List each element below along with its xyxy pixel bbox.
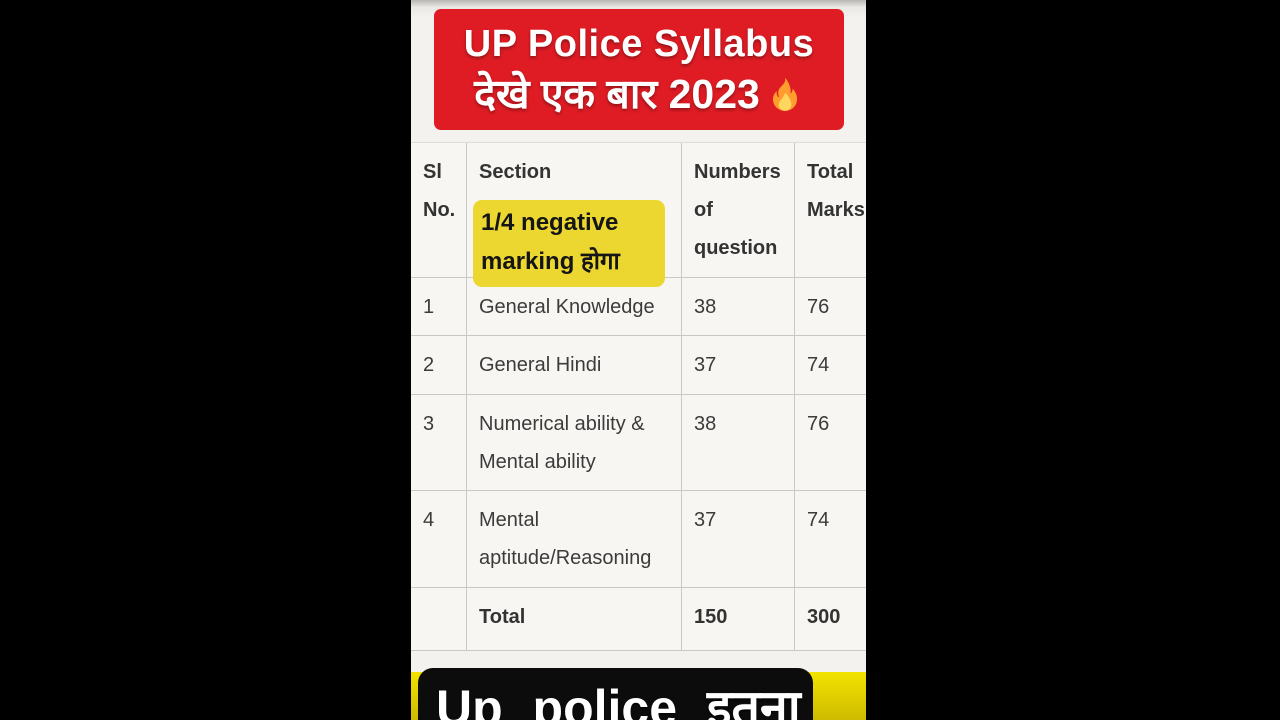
row1-sl: 1 [411, 278, 467, 336]
total-row-marks: 300 [795, 588, 866, 651]
column-header-section: Section 1/4 negative marking होगा [467, 143, 682, 287]
row1-section: General Knowledge [467, 278, 682, 336]
column-header-questions: Numbers of question [682, 143, 795, 278]
row3-section-label: Numerical ability & Mental ability [479, 413, 645, 473]
row2-section-label: General Hindi [479, 354, 602, 376]
row1-section-label: General Knowledge [479, 296, 655, 318]
row4-marks: 74 [795, 491, 866, 588]
caption-box: Up police इतना [418, 668, 813, 720]
letterbox-right [866, 0, 1280, 720]
column-header-marks: Total Marks [795, 143, 866, 278]
row1-marks: 76 [795, 278, 866, 336]
column-header-marks-label: Total Marks [807, 161, 865, 221]
row2-sl: 2 [411, 336, 467, 395]
row4-sl: 4 [411, 491, 467, 588]
negative-marking-note: 1/4 negative marking होगा [473, 200, 665, 287]
row4-questions: 37 [682, 491, 795, 588]
total-row-questions: 150 [682, 588, 795, 651]
row2-marks: 74 [795, 336, 866, 395]
row3-marks: 76 [795, 395, 866, 491]
column-header-sl-label: Sl No. [423, 161, 456, 221]
syllabus-table: Sl No. Section 1/4 negative marking होगा… [411, 142, 866, 651]
row2-section: General Hindi [467, 336, 682, 395]
title-banner: UP Police Syllabus देखे एक बार 2023 [434, 9, 844, 130]
column-header-sl: Sl No. [411, 143, 467, 278]
row3-questions: 38 [682, 395, 795, 491]
fire-icon [766, 73, 804, 111]
column-header-questions-label: Numbers of question [694, 161, 781, 259]
row1-questions: 38 [682, 278, 795, 336]
row4-section: Mental aptitude/Reasoning [467, 491, 682, 588]
banner-subtitle-text: देखे एक बार 2023 [474, 71, 760, 117]
letterbox-left [0, 0, 411, 720]
total-row-label: Total [467, 588, 682, 651]
banner-subtitle: देखे एक बार 2023 [434, 67, 844, 121]
total-row-sl [411, 588, 467, 651]
banner-title: UP Police Syllabus [463, 23, 815, 65]
caption-text: Up police इतना [436, 680, 801, 720]
row3-section: Numerical ability & Mental ability [467, 395, 682, 491]
row4-section-label: Mental aptitude/Reasoning [479, 509, 652, 569]
row2-questions: 37 [682, 336, 795, 395]
column-header-section-label: Section [479, 161, 552, 183]
row3-sl: 3 [411, 395, 467, 491]
content-area: UP Police Syllabus देखे एक बार 2023 Sl N… [411, 0, 866, 720]
